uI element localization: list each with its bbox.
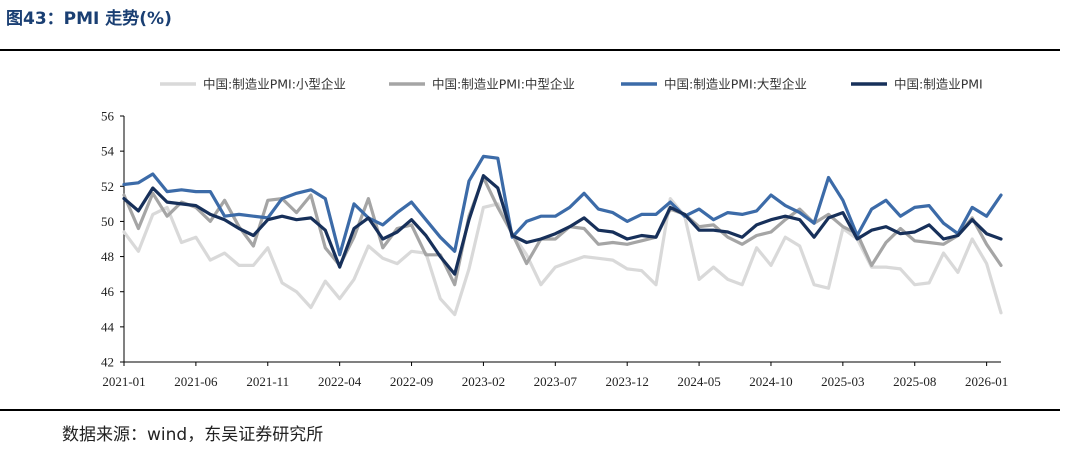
y-tick-label: 52 [101,179,114,194]
chart-title: 图43：PMI 走势(%) [6,9,172,29]
x-axis-tick-labels: 2021-01 2021-06 2021-11 2022-04 2022-09 2023-… [102,374,1008,389]
x-tick-label: 2023-07 [534,374,578,389]
y-tick-label: 56 [101,109,115,124]
x-tick-label: 2021-01 [102,374,145,389]
data-source-note: 数据来源：wind，东吴证券研究所 [62,425,324,445]
x-tick-label: 2026-01 [965,374,1008,389]
y-tick-label: 50 [101,214,114,229]
pmi-line-chart: 中国:制造业PMI:小型企业 中国:制造业PMI:中型企业 中国:制造业PMI:大型… [101,77,1008,390]
chart-axes [120,115,1001,366]
legend-label-1: 中国:制造业PMI:小型企业 [203,77,346,92]
x-tick-label: 2021-11 [246,374,289,389]
top-rule [0,49,1060,51]
x-tick-label: 2025-08 [893,374,936,389]
chart-legend: 中国:制造业PMI:小型企业 中国:制造业PMI:中型企业 中国:制造业PMI:大型… [160,77,983,92]
y-tick-label: 54 [101,144,115,159]
y-axis-tick-labels: 42 44 46 48 50 52 54 56 [101,109,115,370]
x-tick-label: 2025-03 [821,374,864,389]
y-tick-label: 48 [101,249,114,264]
y-tick-label: 44 [101,319,115,334]
y-tick-label: 46 [101,284,115,299]
legend-label-2: 中国:制造业PMI:中型企业 [432,77,575,92]
legend-label-4: 中国:制造业PMI [894,77,983,92]
x-tick-label: 2024-05 [677,374,720,389]
x-tick-label: 2023-02 [462,374,505,389]
x-tick-label: 2024-10 [749,374,792,389]
x-tick-label: 2022-04 [318,374,362,389]
x-tick-label: 2023-12 [606,374,649,389]
series-line-4 [122,174,1003,276]
series-line-3 [122,154,1003,257]
y-tick-label: 42 [101,355,114,370]
legend-label-3: 中国:制造业PMI:大型企业 [664,77,807,92]
bottom-rule [0,409,1060,411]
x-tick-label: 2022-09 [390,374,433,389]
x-tick-label: 2021-06 [174,374,218,389]
series-lines [122,154,1003,317]
